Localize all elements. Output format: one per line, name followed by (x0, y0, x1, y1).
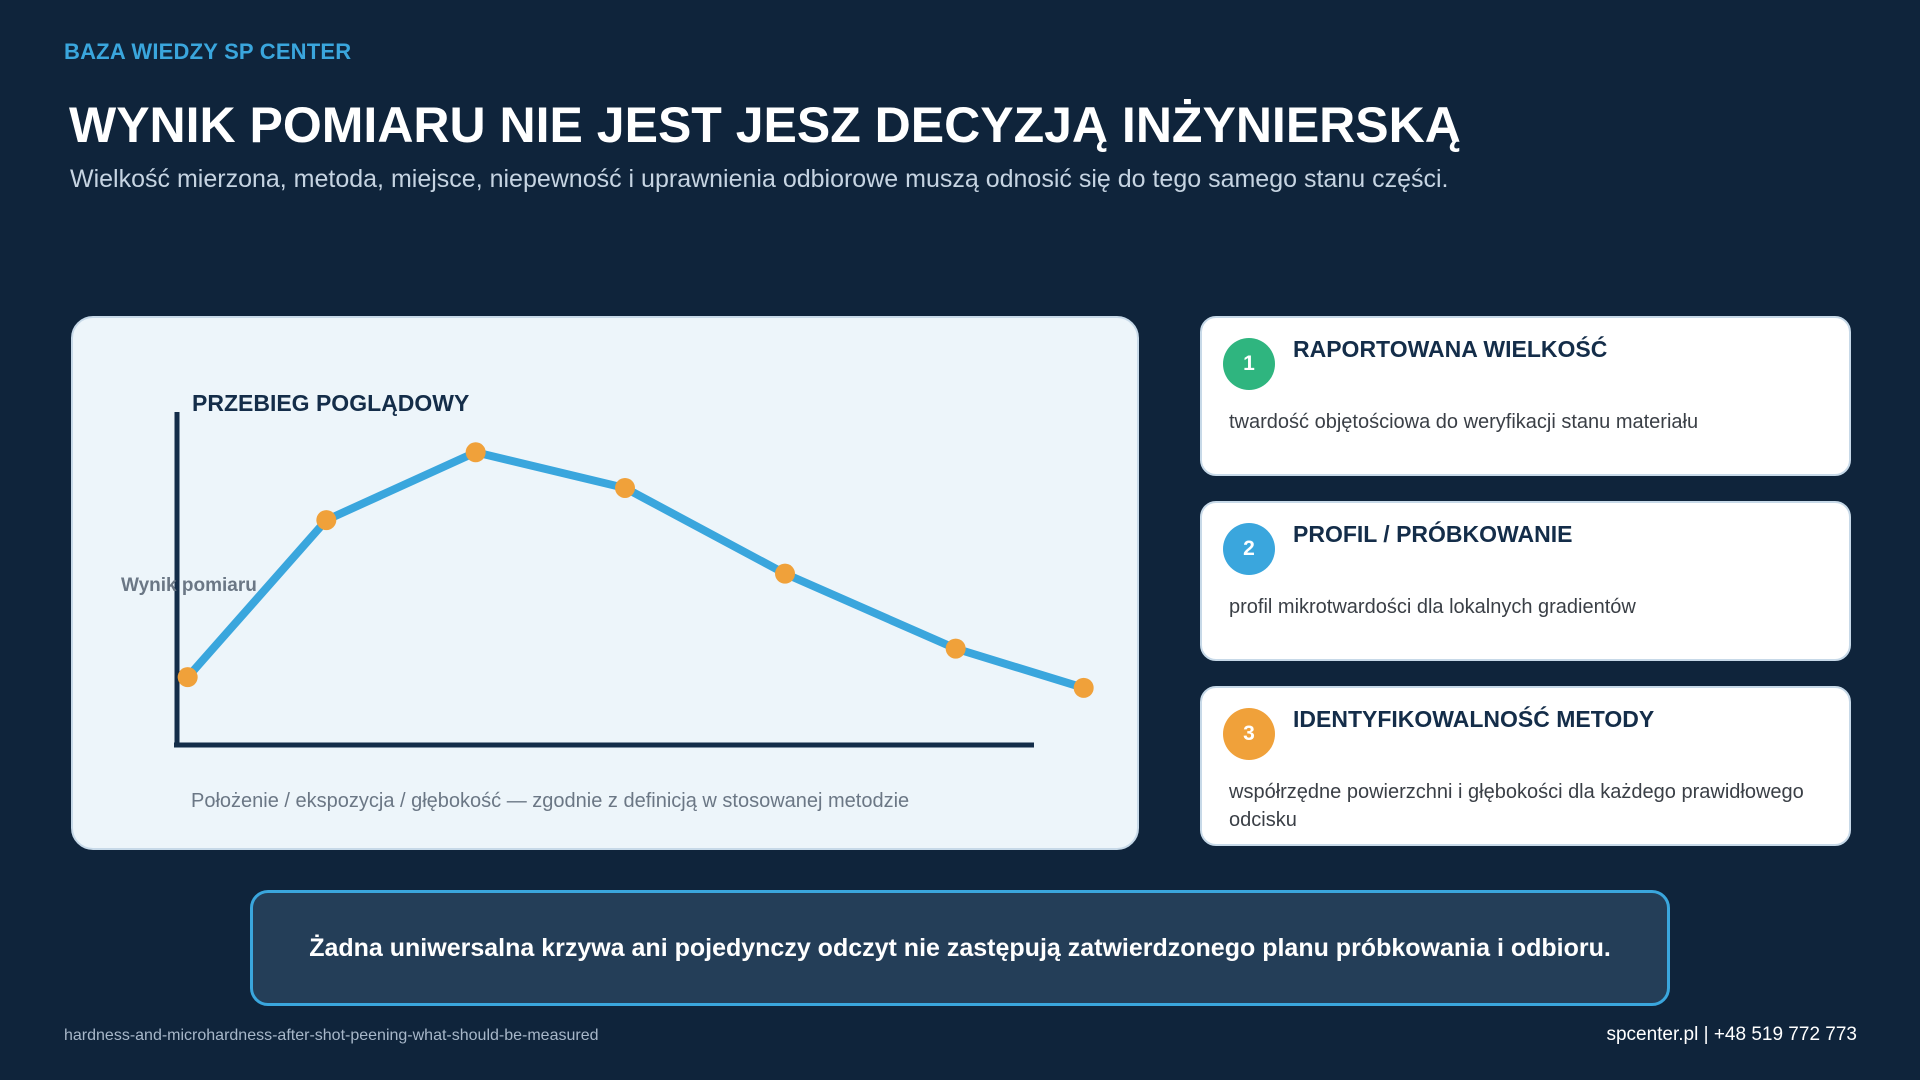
chart-title: PRZEBIEG POGLĄDOWY (192, 390, 469, 416)
footer-contact: spcenter.pl | +48 519 772 773 (1606, 1024, 1857, 1045)
brand-label: BAZA WIEDZY SP CENTER (64, 39, 352, 64)
chart-panel: PRZEBIEG POGLĄDOWY Wynik pomiaru Położen… (71, 316, 1139, 850)
data-point-7 (1073, 677, 1094, 698)
data-point-2 (316, 510, 337, 531)
info-card-1: 1 RAPORTOWANA WIELKOŚĆ twardość objętośc… (1200, 316, 1851, 476)
conclusion-banner: Żadna uniwersalna krzywa ani pojedynczy … (250, 890, 1670, 1006)
data-point-3 (465, 442, 486, 463)
banner-text: Żadna uniwersalna krzywa ani pojedynczy … (309, 933, 1611, 962)
card-description-2: profil mikrotwardości dla lokalnych grad… (1229, 596, 1636, 618)
x-axis-label: Położenie / ekspozycja / głębokość — zgo… (191, 790, 909, 812)
info-card-2: 2 PROFIL / PRÓBKOWANIE profil mikrotward… (1200, 501, 1851, 661)
card-title-2: PROFIL / PRÓBKOWANIE (1293, 521, 1573, 547)
footer-slug: hardness-and-microhardness-after-shot-pe… (64, 1027, 599, 1044)
series-layer (177, 442, 1094, 698)
card-description-3: współrzędne powierzchni i głębokości dla… (1229, 781, 1804, 831)
page-subtitle: Wielkość mierzona, metoda, miejsce, niep… (70, 165, 1449, 193)
data-point-5 (775, 563, 795, 584)
info-card-3: 3 IDENTYFIKOWALNOŚĆ METODY współrzędne p… (1200, 686, 1851, 846)
step-badge-2: 2 (1223, 523, 1275, 575)
data-point-6 (945, 638, 966, 659)
step-badge-1: 1 (1223, 338, 1275, 390)
step-badge-3: 3 (1223, 708, 1275, 760)
data-point-1 (177, 667, 198, 688)
card-title-3: IDENTYFIKOWALNOŚĆ METODY (1293, 706, 1655, 732)
y-axis-label: Wynik pomiaru (121, 575, 257, 596)
line-chart: PRZEBIEG POGLĄDOWY Wynik pomiaru Położen… (121, 390, 1094, 812)
data-point-4 (615, 477, 635, 498)
card-description-1: twardość objętościowa do weryfikacji sta… (1229, 411, 1699, 433)
card-title-1: RAPORTOWANA WIELKOŚĆ (1293, 336, 1608, 362)
page-title: WYNIK POMIARU NIE JEST JESZ DECYZJĄ INŻY… (69, 97, 1461, 153)
